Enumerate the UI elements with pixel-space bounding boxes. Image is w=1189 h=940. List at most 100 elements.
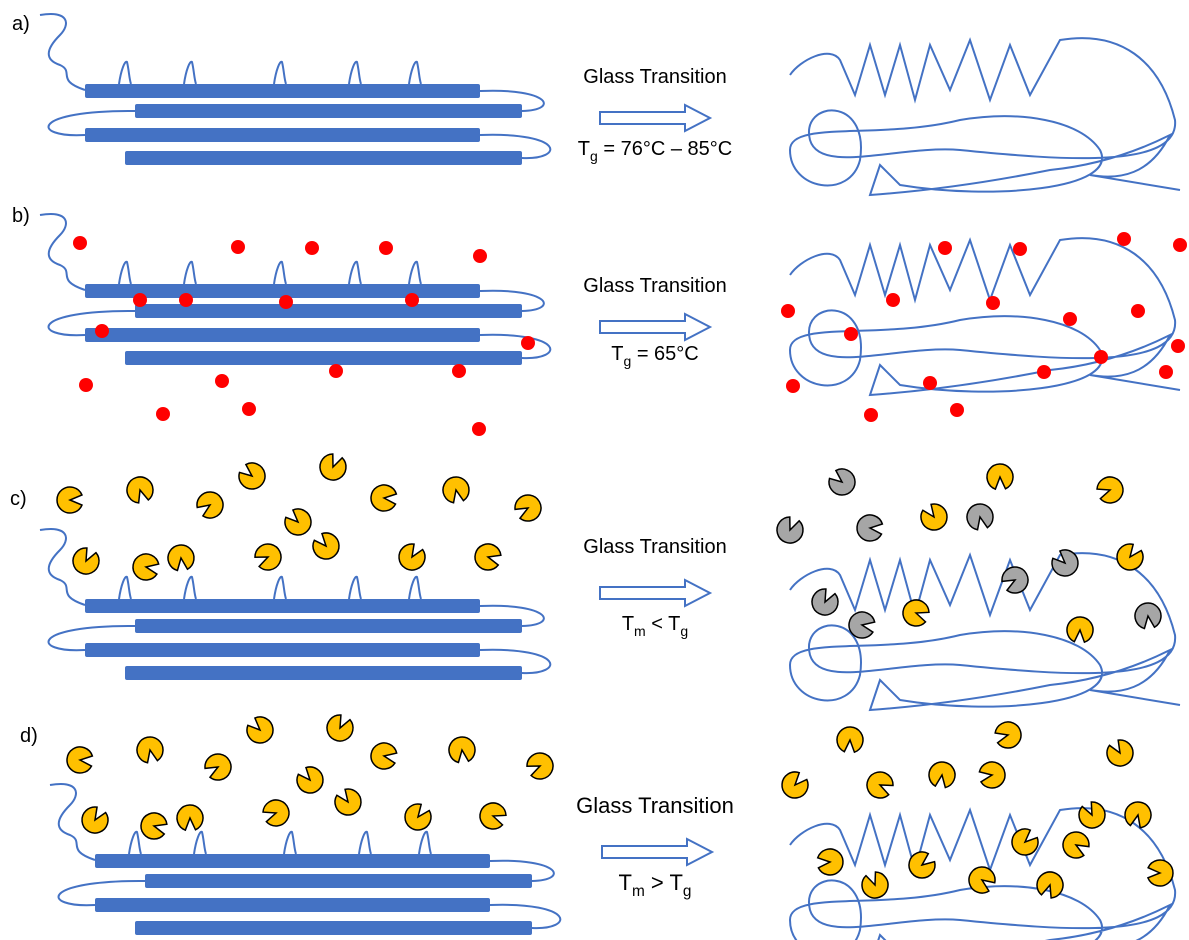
chain-tangle [790, 553, 1180, 710]
molecule [1037, 872, 1063, 898]
molecule [849, 612, 875, 638]
arrow [600, 105, 710, 131]
chain-tangle [790, 238, 1180, 395]
chain-bar [125, 666, 522, 680]
plasticizer-dot [379, 241, 393, 255]
molecule [371, 743, 397, 769]
chain-spike [274, 577, 286, 599]
chain-spike [274, 62, 286, 84]
condition: Tm > Tg [619, 870, 692, 900]
molecule [371, 485, 396, 511]
molecule [1107, 740, 1133, 766]
chain-bar [125, 351, 522, 365]
plasticizer-dot [231, 240, 245, 254]
layered-chains [40, 529, 550, 680]
chain-spike [184, 262, 196, 284]
molecule [1002, 567, 1028, 593]
condition: Tg = 76°C – 85°C [578, 138, 732, 164]
plasticizer-dot [473, 249, 487, 263]
chain-spike [274, 262, 286, 284]
molecule [777, 517, 803, 543]
condition: Tg = 65°C [611, 343, 699, 369]
chain-bar [135, 104, 522, 118]
plasticizer-dot [986, 296, 1000, 310]
arrow [602, 839, 712, 865]
molecule [197, 492, 223, 518]
molecule [405, 804, 431, 830]
molecule [67, 747, 92, 773]
panel: d)Glass TransitionTm > Tg [20, 725, 1180, 940]
molecule [73, 548, 99, 574]
plasticizer-dot [1037, 365, 1051, 379]
subscript: g [623, 353, 631, 369]
panel-label: c) [10, 488, 27, 510]
condition-text: T [619, 870, 632, 895]
chain-bar [85, 128, 480, 142]
plasticizer-dot [1171, 339, 1185, 353]
molecule [979, 762, 1005, 788]
plasticizer-dot [452, 364, 466, 378]
chain-spike [349, 62, 361, 84]
plasticizer-dot [329, 364, 343, 378]
molecule [867, 772, 893, 798]
molecule [313, 533, 339, 559]
molecule [327, 715, 353, 741]
molecule [137, 737, 163, 763]
condition: Tm < Tg [622, 613, 688, 639]
condition-text: = 65°C [631, 343, 698, 365]
subscript: g [680, 623, 688, 639]
plasticizer-dot [864, 408, 878, 422]
chain-bar [85, 328, 480, 342]
molecule [297, 767, 323, 793]
subscript: m [634, 623, 646, 639]
subscript: m [632, 883, 645, 900]
chain-spike [194, 832, 206, 854]
plasticizer-dot [1117, 232, 1131, 246]
molecule [1063, 832, 1089, 858]
chain-spike [119, 262, 131, 284]
molecule [239, 463, 265, 489]
chain-bar [135, 619, 522, 633]
plasticizer-dot [781, 304, 795, 318]
chain-spike [409, 62, 421, 84]
chain-spike [184, 577, 196, 599]
molecule [168, 545, 194, 571]
plasticizer-dot [73, 236, 87, 250]
molecule [1135, 603, 1161, 629]
molecule [480, 803, 506, 829]
molecule [921, 504, 947, 530]
chain-bar [85, 84, 480, 98]
plasticizer-dot [305, 241, 319, 255]
plasticizer-dot [1173, 238, 1187, 252]
transition-label: Glass Transition [583, 66, 726, 88]
plasticizer-dot [1159, 365, 1173, 379]
plasticizer-dot [79, 378, 93, 392]
condition-text: = 76°C – 85°C [598, 138, 732, 160]
molecule [399, 544, 425, 570]
molecule [515, 495, 541, 521]
tangled-chains [790, 38, 1180, 195]
plasticizer-dot [156, 407, 170, 421]
molecule [475, 544, 501, 570]
tangled-chains [790, 553, 1180, 710]
chain-tangle [790, 38, 1180, 195]
transition-label: Glass Transition [576, 793, 734, 818]
molecule [247, 717, 273, 743]
panel-label: a) [12, 13, 30, 35]
molecule [263, 800, 289, 826]
chain-bar [125, 151, 522, 165]
chain-tail [40, 14, 85, 90]
chain-bar [95, 854, 490, 868]
plasticizer-dot [950, 403, 964, 417]
chain-tail [40, 214, 85, 290]
molecule [903, 600, 929, 626]
molecule [1125, 802, 1151, 828]
molecule [1012, 829, 1038, 855]
molecule [829, 469, 855, 495]
plasticizer-dot [133, 293, 147, 307]
molecule [987, 464, 1013, 489]
arrow [600, 314, 710, 340]
molecule [909, 852, 935, 878]
molecule [133, 554, 159, 580]
molecule [1148, 860, 1173, 886]
